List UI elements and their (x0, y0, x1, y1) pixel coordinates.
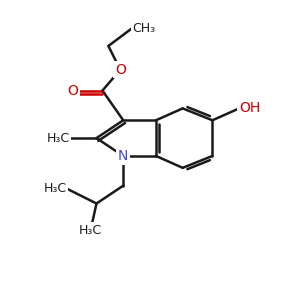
Text: OH: OH (239, 101, 260, 116)
Text: H₃C: H₃C (46, 132, 70, 145)
Text: H₃C: H₃C (44, 182, 67, 195)
Text: N: N (118, 149, 128, 163)
Text: O: O (67, 84, 78, 98)
Text: H₃C: H₃C (79, 224, 102, 237)
Text: CH₃: CH₃ (132, 22, 155, 34)
Text: O: O (115, 63, 126, 77)
